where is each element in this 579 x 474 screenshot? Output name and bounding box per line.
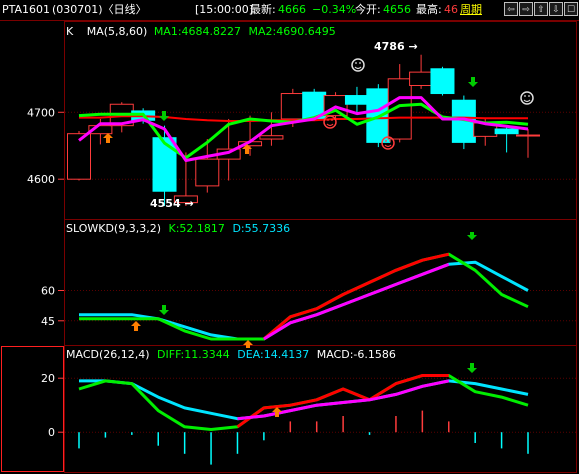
dea-line-rising (237, 379, 450, 421)
candlestick-series (67, 54, 540, 206)
y-axis-ticks: 4600 4700 45 60 0 20 (27, 106, 64, 439)
grid-layer (65, 111, 576, 433)
high-value: 46 (444, 3, 458, 16)
sell-arrow-icon (468, 77, 478, 87)
nav-down-icon[interactable]: ⇩ (549, 2, 563, 16)
quote-time: [15:00:00] (195, 3, 253, 16)
candle-body-up (88, 125, 113, 135)
price-pane-title: K MA(5,8,60) MA1:4684.8227 MA2:4690.6495 (66, 25, 336, 38)
low-price-value: 4554 (150, 197, 181, 210)
macd-pane-title: MACD(26,12,4) DIFF:11.3344 DEA:14.4137 M… (66, 348, 396, 361)
smiley-icon (351, 58, 365, 72)
axis-focus-frame (1, 346, 64, 472)
moving-average-series (78, 96, 529, 162)
macd-params-label: MACD(26,12,4) (66, 348, 150, 361)
dea-value-label: DEA:14.4137 (237, 348, 309, 361)
candle-body-up (409, 71, 434, 87)
high-arrow-icon: → (405, 40, 418, 53)
code-period: (030701)〈日线〉 (52, 3, 147, 16)
candle-body-up (259, 135, 284, 140)
candle-body-down (152, 137, 177, 192)
candle-body-up (280, 93, 305, 120)
d-value-label: D:55.7336 (232, 222, 290, 235)
k-label: K (66, 25, 74, 38)
candle-body-up (387, 78, 412, 140)
buy-arrow-icon (103, 133, 113, 143)
buy-arrow-icon (242, 144, 252, 154)
candle-body-up (173, 195, 198, 204)
change-percent: −0.34% (312, 3, 357, 16)
diff-line-rising (236, 374, 449, 429)
high-label: 最高: (416, 3, 442, 16)
kd-tick-label: 45 (41, 315, 55, 328)
smiley-icon (323, 115, 337, 129)
ma-params-label: MA(5,8,60) (87, 25, 148, 38)
kd-tick-label: 60 (41, 285, 55, 298)
d-line-rising (263, 262, 450, 341)
macd-value-label: MACD:-6.1586 (317, 348, 396, 361)
nav-left-icon[interactable]: ⇦ (504, 2, 518, 16)
high-price-annotation: 4786 → (374, 40, 418, 53)
price-tick-label: 4600 (27, 173, 55, 186)
candle-body-down (494, 128, 519, 135)
macd-series (78, 374, 529, 465)
buy-arrow-icon (131, 321, 141, 331)
ma1-line (78, 96, 529, 162)
slowkd-label: SLOWKD(9,3,3,2) (66, 222, 161, 235)
open-label: 今开: (355, 3, 381, 16)
buy-arrow-icon (243, 340, 253, 348)
k-line-rising (262, 252, 450, 341)
candle-body-down (344, 95, 369, 105)
macd-tick-label: 0 (48, 426, 55, 439)
nav-up-icon[interactable]: ⇧ (534, 2, 548, 16)
latest-label: 最新: (250, 3, 276, 16)
chart-frame (64, 21, 577, 473)
sell-arrow-icon (467, 232, 477, 240)
smiley-icon (381, 136, 395, 150)
candle-body-up (516, 134, 540, 137)
symbol-name: PTA1601 (2, 3, 51, 16)
macd-tick-label: 20 (41, 372, 55, 385)
buy-arrow-icon (272, 407, 282, 417)
kd-series (79, 252, 529, 341)
kd-pane-title: SLOWKD(9,3,3,2) K:52.1817 D:55.7336 (66, 222, 290, 235)
sell-arrow-icon (159, 305, 169, 315)
candle-body-up (195, 158, 220, 187)
d-line (79, 260, 529, 341)
period-link[interactable]: 周期 (460, 3, 482, 16)
candle-body-up (67, 133, 91, 180)
k-value-label: K:52.1817 (169, 222, 225, 235)
open-value: 4656 (383, 3, 411, 16)
price-tick-label: 4700 (27, 106, 55, 119)
latest-value: 4666 (278, 3, 306, 16)
sell-arrow-icon (467, 363, 477, 373)
low-arrow-icon: → (181, 197, 194, 210)
smiley-icon (520, 91, 534, 105)
window-toggle-icon[interactable]: ☐ (564, 2, 578, 16)
sell-arrow-icon (159, 111, 169, 121)
nav-right-icon[interactable]: ⇨ (519, 2, 533, 16)
quote-header: PTA1601 (030701)〈日线〉 [15:00:00] 最新: 4666… (0, 0, 579, 21)
ma2-value-label: MA2:4690.6495 (249, 25, 336, 38)
high-price-value: 4786 (374, 40, 405, 53)
low-price-annotation: 4554 → (150, 197, 194, 210)
diff-value-label: DIFF:11.3344 (157, 348, 230, 361)
k-line (79, 252, 529, 341)
ma1-value-label: MA1:4684.8227 (154, 25, 241, 38)
candle-body-down (430, 68, 455, 95)
signal-markers (103, 58, 534, 417)
